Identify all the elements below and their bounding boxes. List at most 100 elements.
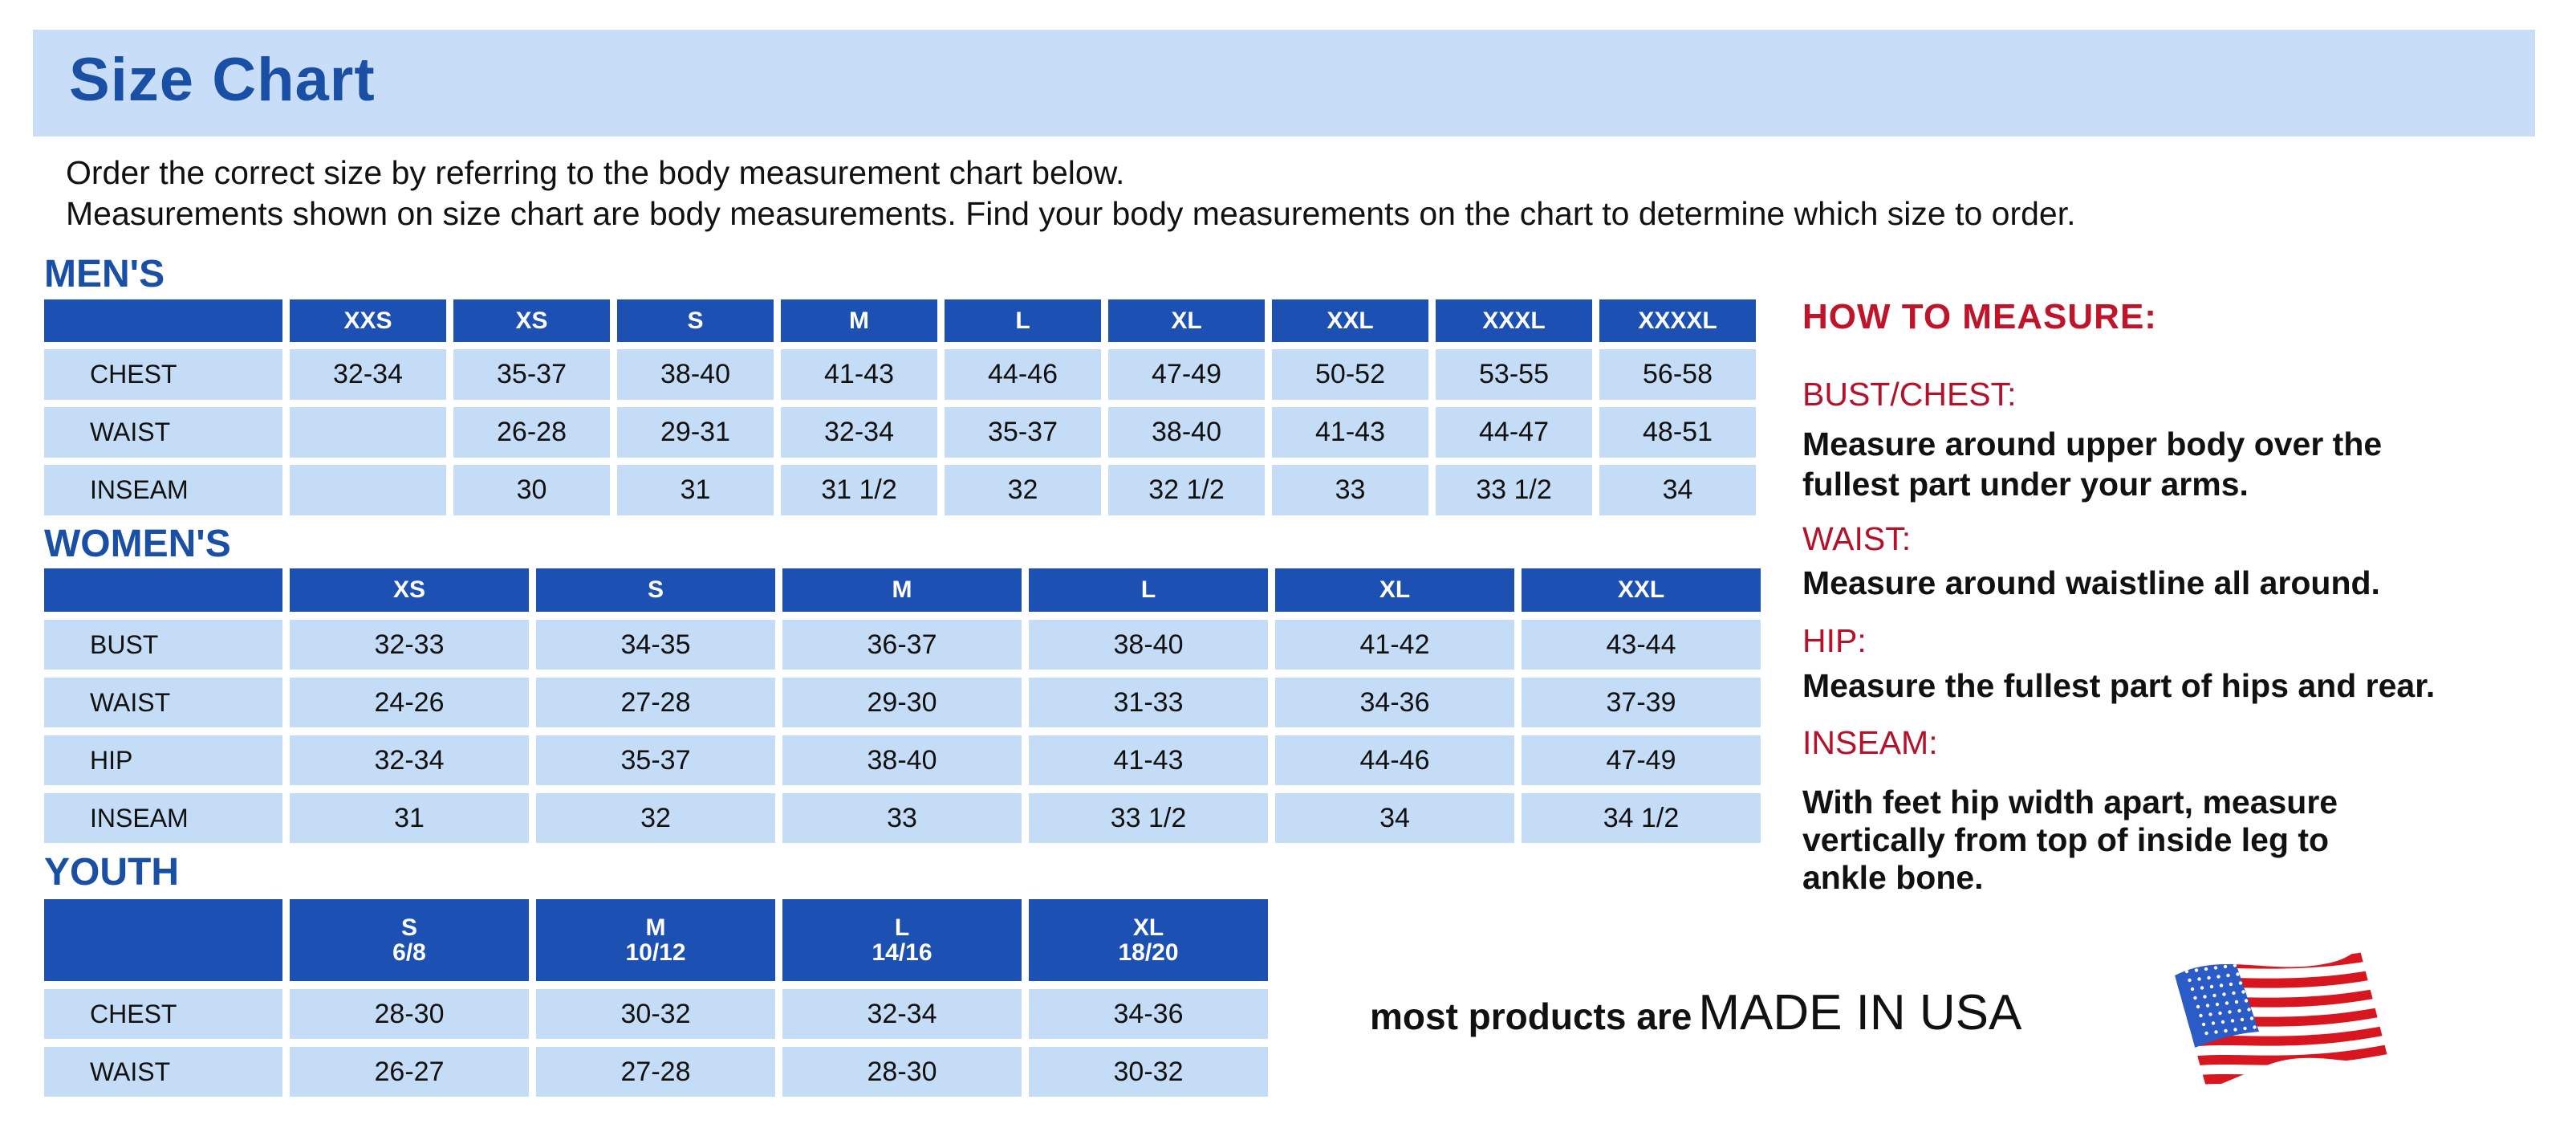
measurement-value-cell: 26-28 [453, 407, 610, 458]
measurement-value-cell: 24-26 [290, 678, 529, 727]
measurement-value-cell: 34-36 [1275, 678, 1514, 727]
measurement-value-cell: 34-35 [536, 620, 775, 670]
flag-star [2233, 963, 2237, 967]
desc-waist: Measure around waistline all around. [1802, 564, 2380, 601]
flag-star [2203, 995, 2207, 999]
flag-star [2208, 1012, 2212, 1016]
measurement-value-cell: 44-47 [1436, 407, 1592, 458]
flag-star [2236, 972, 2240, 976]
title-band [33, 30, 2535, 136]
measurement-value-cell: 28-30 [782, 1047, 1022, 1097]
measurement-value-cell: 48-51 [1599, 407, 1756, 458]
measurement-value-cell: 44-46 [1275, 735, 1514, 785]
measurement-value-cell: 29-30 [782, 678, 1022, 727]
flag-star [2218, 1011, 2222, 1016]
size-header-cell: S [536, 568, 775, 612]
measurement-value-cell: 41-43 [1029, 735, 1268, 785]
flag-star [2241, 990, 2245, 994]
size-header-cell: XXL [1272, 299, 1428, 342]
measurement-value-cell: 31 [290, 793, 529, 843]
header-corner-cell [44, 899, 282, 981]
size-header-cell: S 6/8 [290, 899, 529, 981]
flag-star [2220, 1020, 2225, 1024]
flag-star [2188, 978, 2192, 983]
flag-stripe [2175, 986, 2387, 1016]
size-header-cell: XL [1275, 568, 1514, 612]
flag-star [2223, 964, 2228, 969]
measurement-label-cell: INSEAM [44, 465, 282, 515]
flag-star [2229, 982, 2233, 987]
flag-star [2212, 993, 2216, 998]
flag-star [2215, 1002, 2220, 1007]
measurement-value-cell [290, 465, 446, 515]
measurement-value-cell: 34 [1275, 793, 1514, 843]
size-header-cell: L [945, 299, 1101, 342]
flag-star [2199, 1013, 2203, 1018]
page-title: Size Chart [69, 46, 376, 114]
measurement-value-cell: 47-49 [1108, 349, 1265, 400]
measurement-value-cell: 27-28 [536, 1047, 775, 1097]
measurement-value-cell: 29-31 [617, 407, 774, 458]
measurement-value-cell: 34 1/2 [1522, 793, 1761, 843]
flag-star [2205, 1004, 2210, 1008]
size-header-cell: XL 18/20 [1029, 899, 1268, 981]
flag-star [2201, 1022, 2206, 1027]
measurement-label-cell: HIP [44, 735, 282, 785]
measurement-value-cell: 44-46 [945, 349, 1101, 400]
flag-star [2230, 1019, 2235, 1023]
flag-star [2232, 991, 2236, 996]
measurement-value-cell: 38-40 [1108, 407, 1265, 458]
size-header-cell: XL [1108, 299, 1265, 342]
measurement-value-cell: 26-27 [290, 1047, 529, 1097]
made-in-prefix: most products are [1370, 996, 1692, 1037]
flag-star [2249, 1016, 2254, 1020]
header-corner-cell [44, 299, 282, 342]
size-header-cell: M [781, 299, 937, 342]
mens-size-table: XXS XS S M L XL XXL XXXL XXXXL CHEST 32-34 35-37 38-… [44, 299, 1756, 515]
measurement-value-cell: 56-58 [1599, 349, 1756, 400]
measurement-value-cell: 38-40 [617, 349, 774, 400]
flag-star [2211, 1021, 2216, 1025]
measurement-value-cell [290, 407, 446, 458]
header-corner-cell [44, 568, 282, 612]
flag-star [2228, 1010, 2232, 1014]
desc-bust-chest: Measure around upper body over the fulle… [1802, 426, 2383, 503]
measurement-value-cell: 33 1/2 [1029, 793, 1268, 843]
measurement-label-cell: CHEST [44, 989, 282, 1039]
size-header-cell: XXS [290, 299, 446, 342]
measurement-value-cell: 38-40 [1029, 620, 1268, 670]
term-inseam: INSEAM: [1802, 724, 1938, 761]
how-to-measure-heading: HOW TO MEASURE: [1802, 297, 2157, 336]
measurement-label-cell: CHEST [44, 349, 282, 400]
flag-star [2196, 1004, 2200, 1009]
flag-star [2247, 1008, 2251, 1012]
flag-star [2184, 969, 2189, 974]
flag-star [2200, 986, 2204, 990]
measurement-value-cell: 31-33 [1029, 678, 1268, 727]
measurement-label-cell: WAIST [44, 407, 282, 458]
size-header-cell: XXXL [1436, 299, 1592, 342]
size-header-cell: XXXXL [1599, 299, 1756, 342]
flag-star [2214, 1030, 2218, 1034]
flag-star [2240, 1017, 2245, 1022]
flag-star [2194, 968, 2199, 972]
flag-star [2243, 1026, 2247, 1031]
measurement-label-cell: INSEAM [44, 793, 282, 843]
flag-star [2193, 996, 2197, 1000]
size-header-cell: XS [453, 299, 610, 342]
measurement-value-cell: 41-43 [781, 349, 937, 400]
us-flag-icon [2175, 947, 2387, 1089]
flag-star [2238, 981, 2243, 985]
measurement-value-cell: 41-43 [1272, 407, 1428, 458]
measurement-value-cell: 34 [1599, 465, 1756, 515]
flag-star [2233, 1028, 2237, 1032]
size-header-cell: XXL [1522, 568, 1761, 612]
measurement-value-cell: 27-28 [536, 678, 775, 727]
measurement-label-cell: BUST [44, 620, 282, 670]
flag-stripe [2175, 1044, 2387, 1073]
measurement-value-cell: 32-34 [290, 735, 529, 785]
flag-stripe [2175, 1024, 2387, 1054]
measurement-value-cell: 50-52 [1272, 349, 1428, 400]
measurement-value-cell: 37-39 [1522, 678, 1761, 727]
flag-star [2222, 992, 2226, 996]
